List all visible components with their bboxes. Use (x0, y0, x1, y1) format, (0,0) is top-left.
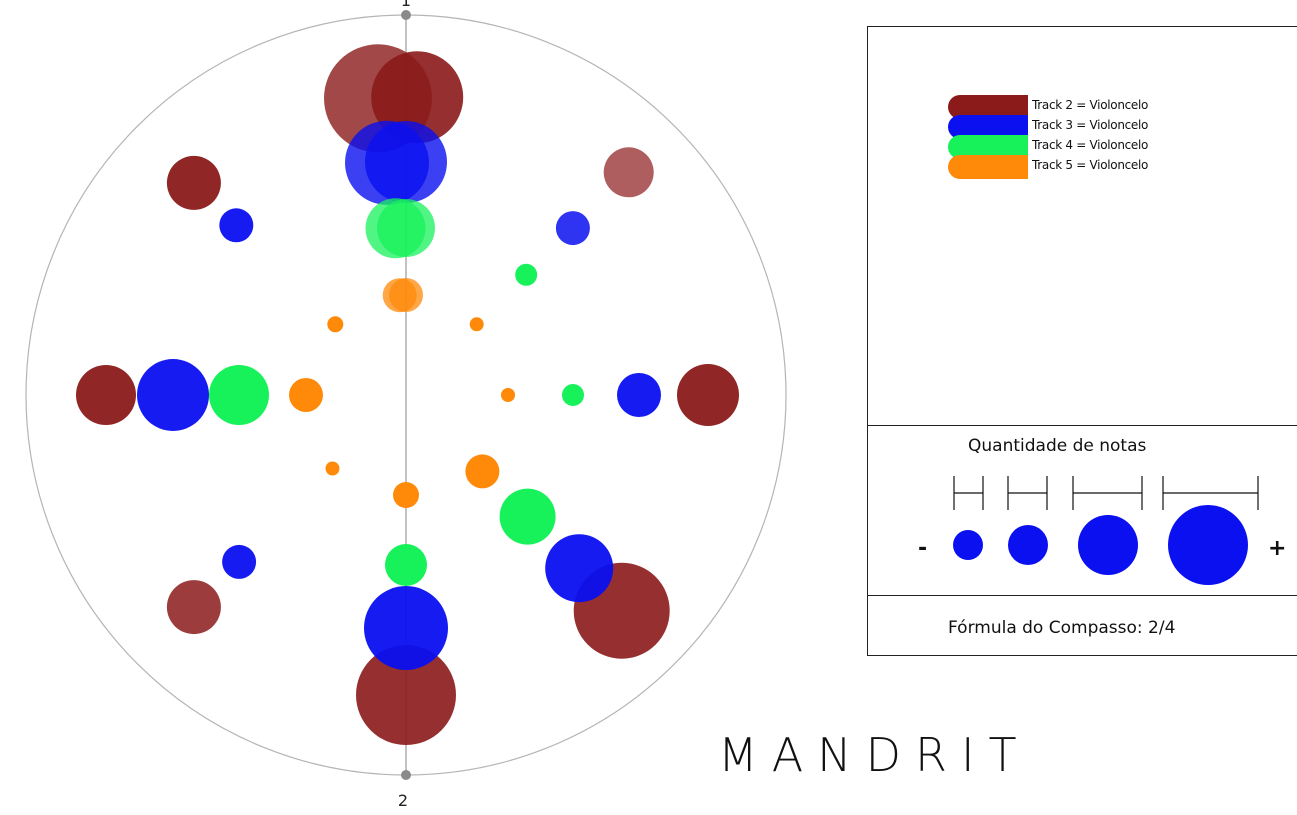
axis-bottom-marker (401, 770, 411, 780)
legend-panel: Track 2 = Violoncelo Track 3 = Violoncel… (867, 26, 1297, 426)
note-point-track-3 (555, 211, 590, 246)
note-point-track-5 (389, 278, 423, 312)
note-point-track-4 (385, 544, 427, 586)
note-point-track-4 (562, 384, 584, 406)
legend-label-track-2: Track 2 = Violoncelo (1032, 98, 1149, 112)
note-point-track-2 (356, 645, 456, 745)
quantity-scale-graphic (953, 476, 1259, 585)
quantity-title: Quantidade de notas (968, 436, 1147, 456)
note-point-track-2 (166, 155, 221, 210)
note-point-track-3 (137, 359, 209, 431)
note-point-track-5 (465, 454, 500, 489)
legend-label-track-3: Track 3 = Violoncelo (1032, 118, 1149, 132)
note-point-track-2 (371, 51, 464, 144)
note-point-track-4 (499, 488, 556, 545)
note-point-track-3 (617, 373, 661, 417)
note-point-track-2 (76, 365, 136, 425)
axis-top-marker (401, 10, 411, 20)
scale-circle-small (953, 530, 983, 560)
radial-notes-chart: 1 2 (25, 0, 787, 810)
note-point-track-2 (603, 147, 654, 198)
note-point-track-4 (515, 263, 538, 286)
note-point-track-5 (327, 316, 344, 333)
scale-plus-sign: + (1268, 536, 1287, 561)
note-point-track-3 (365, 121, 447, 203)
scale-minus-sign: - (918, 536, 928, 561)
legend-label-track-4: Track 4 = Violoncelo (1032, 138, 1149, 152)
note-point-track-2 (166, 580, 221, 635)
note-point-track-5 (289, 378, 323, 412)
quantity-scale-panel: Quantidade de notas - + (867, 425, 1297, 596)
legend-swatch-track-5 (948, 155, 1028, 179)
app-title: MANDRIT (718, 728, 1031, 782)
scale-circle-large (1078, 515, 1138, 575)
axis-label-top: 1 (401, 0, 411, 10)
note-point-track-2 (677, 364, 739, 426)
note-point-track-3 (219, 208, 254, 243)
note-point-track-5 (501, 388, 515, 402)
note-point-track-4 (377, 199, 435, 257)
scale-circle-xlarge (1168, 505, 1248, 585)
time-signature-text: Fórmula do Compasso: 2/4 (948, 618, 1176, 638)
chart-marks (76, 44, 739, 745)
axis-label-bottom: 2 (398, 791, 408, 810)
note-point-track-4 (209, 365, 269, 425)
time-signature-panel: Fórmula do Compasso: 2/4 (867, 595, 1297, 656)
note-point-track-3 (545, 534, 614, 603)
note-point-track-3 (364, 586, 448, 670)
legend-label-track-5: Track 5 = Violoncelo (1032, 158, 1149, 172)
note-point-track-5 (469, 317, 484, 332)
note-point-track-5 (393, 482, 419, 508)
scale-circle-medium (1008, 525, 1048, 565)
note-point-track-3 (222, 544, 257, 579)
note-point-track-5 (325, 461, 340, 476)
